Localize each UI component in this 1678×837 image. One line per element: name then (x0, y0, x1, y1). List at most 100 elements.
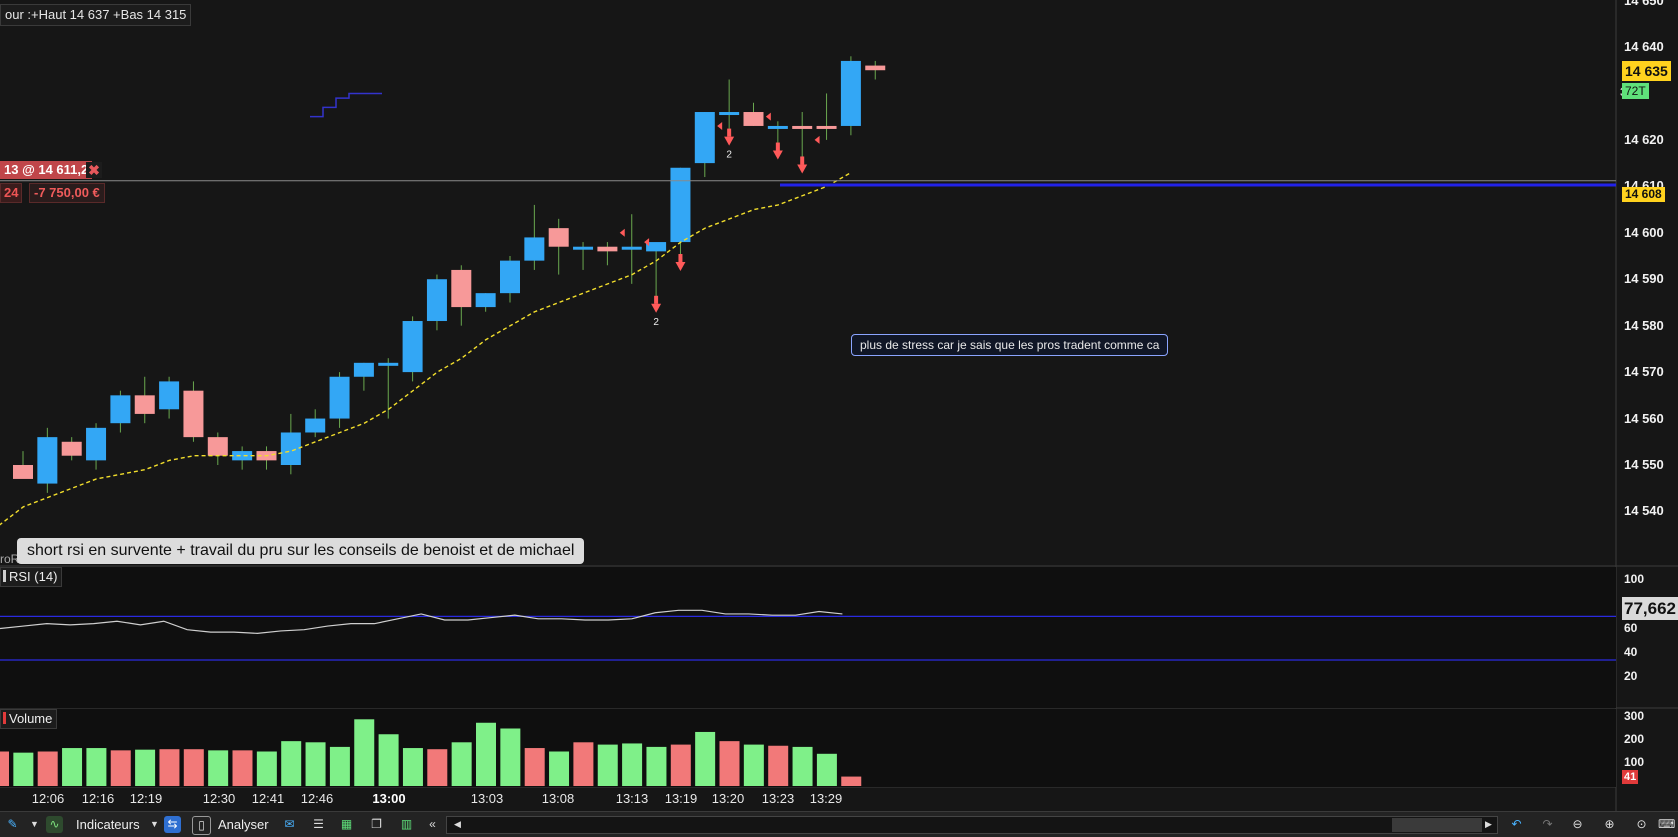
screener-icon[interactable]: ▦ (340, 817, 353, 831)
candle-body (451, 269, 472, 308)
candle-body (548, 228, 569, 247)
volume-bar (476, 722, 496, 786)
backtest-icon[interactable]: ▥ (400, 817, 413, 831)
volume-bar (159, 749, 180, 786)
list-icon[interactable]: ☰ (313, 817, 324, 831)
candle-body (207, 437, 228, 456)
execution-pointer-icon (765, 112, 771, 121)
close-order-icon[interactable]: ✖ (86, 162, 102, 178)
stress-annotation[interactable]: plus de stress car je sais que les pros … (851, 334, 1169, 356)
time-label: 13:13 (615, 791, 649, 806)
price-label-14560: 14 560 (1624, 410, 1664, 426)
indicators-icon[interactable]: ∿ (46, 816, 63, 833)
candle-body (134, 395, 155, 414)
short-annotation[interactable]: short rsi en survente + travail du pru s… (17, 538, 585, 564)
time-label: 12:19 (129, 791, 163, 806)
candle-body (353, 362, 374, 377)
time-label: 13:29 (809, 791, 843, 806)
price-label-14640: 14 640 (1624, 39, 1664, 54)
volume-bar (256, 751, 277, 786)
candle-body (378, 362, 399, 366)
rsi-line (0, 609, 843, 634)
time-label: 12:41 (251, 791, 285, 806)
price-label-14600: 14 600 (1624, 224, 1664, 240)
candle-body (159, 381, 180, 410)
time-label: 12:16 (81, 791, 115, 806)
volume-axis-label-100: 100 (1624, 755, 1645, 769)
volume-axis-label-200: 200 (1624, 732, 1645, 746)
time-label: 13:19 (664, 791, 698, 806)
window-icon[interactable]: ❐ (371, 817, 382, 831)
dropdown-arrow-icon[interactable]: ▼ (30, 819, 39, 829)
indicators-button[interactable]: Indicateurs (76, 817, 140, 832)
scroll-left-arrow-icon[interactable]: ◀ (454, 819, 461, 829)
moving-average-line (0, 171, 852, 526)
volume-panel-label[interactable]: Volume (0, 709, 58, 729)
time-label: 13:03 (470, 791, 504, 806)
candle-body (305, 418, 326, 433)
redo-icon[interactable]: ↷ (1542, 817, 1553, 831)
zoom-in-icon[interactable]: ⊕ (1604, 817, 1615, 831)
share-icon[interactable]: ⇆ (164, 816, 181, 833)
rsi-panel-bg (0, 567, 1616, 708)
rsi-current-badge: 77,662 (1622, 597, 1678, 620)
reference-lines-layer (0, 92, 1616, 187)
position-qty-badge: 24 (0, 183, 23, 203)
volume-bar (305, 742, 326, 786)
volume-layer (0, 719, 862, 786)
candle-body (694, 112, 715, 164)
volume-bar (768, 745, 789, 786)
volume-bar (646, 746, 667, 786)
volume-bar (402, 748, 423, 786)
analyze-icon[interactable]: ▯ (192, 816, 211, 835)
time-label: 12:46 (300, 791, 334, 806)
scroll-right-arrow-icon[interactable]: ▶ (1485, 819, 1492, 829)
volume-bar (37, 751, 58, 786)
candle-body (500, 260, 520, 294)
candle-body (840, 60, 861, 126)
time-label: 12:30 (202, 791, 236, 806)
time-label: 13:20 (711, 791, 745, 806)
volume-bar (208, 750, 229, 786)
time-scrollbar[interactable] (446, 816, 1498, 834)
volume-bar (62, 748, 83, 786)
candle-body (573, 246, 594, 250)
analyze-button[interactable]: Analyser (218, 817, 269, 832)
undo-icon[interactable]: ↶ (1511, 817, 1522, 831)
volume-bar (719, 741, 740, 786)
zoom-out-icon[interactable]: ⊖ (1572, 817, 1583, 831)
volume-bar (695, 731, 716, 786)
indicators-dropdown-icon[interactable]: ▼ (150, 819, 159, 829)
volume-bar (524, 748, 545, 786)
execution-pointer-icon (644, 238, 650, 247)
open-order-tag[interactable]: 13 @ 14 611,2 (0, 161, 93, 179)
candle-body (13, 465, 33, 479)
candle-body (426, 279, 447, 322)
candle-body (86, 427, 107, 461)
candle-body (402, 321, 423, 373)
candle-body (743, 112, 764, 126)
volume-bar (427, 749, 448, 786)
candle-body (646, 242, 667, 252)
candle-body (280, 432, 301, 465)
candle-body (475, 293, 496, 308)
rsi-panel-label[interactable]: RSI (14) (0, 567, 63, 587)
draw-pen-icon[interactable]: ✎ (7, 817, 18, 831)
candle-body (816, 125, 837, 129)
volume-bar (354, 719, 375, 786)
axis-separators (0, 0, 1678, 811)
zoom-reset-icon[interactable]: ⊙ (1636, 817, 1647, 831)
volume-bar (378, 734, 399, 786)
keyboard-icon[interactable]: ⌨ (1658, 817, 1676, 831)
volume-bar (792, 746, 813, 786)
scroll-thumb[interactable] (1392, 818, 1482, 832)
candle-body (110, 395, 131, 424)
volume-bar (670, 744, 691, 786)
chat-icon[interactable]: ✉ (284, 817, 295, 831)
time-label: 13:23 (761, 791, 795, 806)
price-label-14580: 14 580 (1624, 317, 1664, 333)
collapse-left-icon[interactable]: « (429, 817, 436, 831)
tick-count-tag: 72T (1622, 83, 1649, 99)
candle-body (670, 167, 691, 243)
